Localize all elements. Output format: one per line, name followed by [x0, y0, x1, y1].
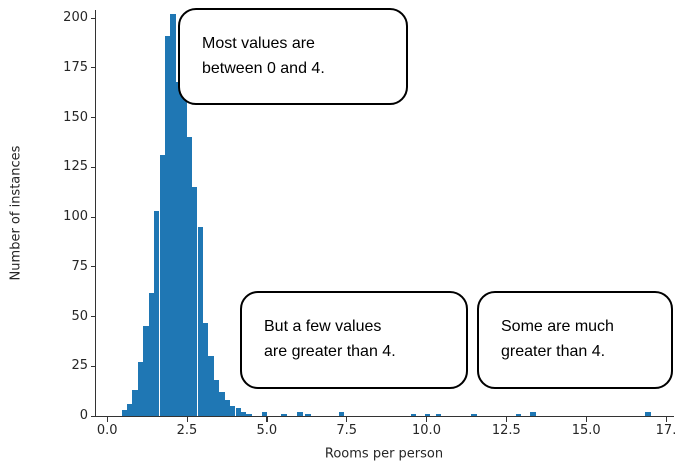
x-tick-mark	[665, 417, 667, 422]
histogram-bar	[436, 414, 442, 416]
x-tick-label: 15.0	[571, 423, 601, 438]
histogram-bar	[645, 412, 651, 416]
y-tick-label: 75	[71, 258, 88, 274]
callout-much-greater: Some are much greater than 4.	[477, 291, 673, 389]
histogram-bar	[213, 380, 220, 416]
histogram-bar	[197, 226, 203, 416]
y-tick-label: 50	[71, 308, 88, 324]
x-axis-label: Rooms per person	[324, 446, 444, 462]
x-tick-mark	[346, 417, 348, 422]
x-tick-label: 17.	[655, 423, 677, 438]
y-tick-mark	[91, 216, 95, 218]
histogram-bar	[165, 35, 171, 416]
histogram-bar	[127, 404, 133, 416]
histogram-bar	[241, 412, 247, 416]
histogram-bar	[305, 414, 311, 416]
callout-most-values: Most values are between 0 and 4.	[178, 8, 408, 105]
callout-few-values-greater: But a few values are greater than 4.	[240, 291, 468, 389]
y-tick-mark	[91, 17, 95, 19]
histogram-bar	[148, 292, 155, 416]
histogram-bar	[137, 362, 144, 416]
histogram-bar	[246, 414, 252, 416]
y-tick-mark	[91, 316, 95, 318]
y-tick-mark	[91, 365, 95, 367]
histogram-bar	[235, 408, 241, 416]
x-tick-label: 12.5	[491, 423, 521, 438]
y-tick-label: 175	[63, 59, 88, 75]
x-tick-label: 0.0	[96, 423, 118, 438]
y-tick-label: 25	[71, 358, 88, 374]
x-tick-mark	[426, 417, 428, 422]
y-tick-label: 125	[63, 159, 88, 175]
histogram-bar	[181, 65, 187, 416]
histogram-bar	[262, 412, 268, 416]
y-axis-label: Number of instances	[8, 145, 24, 281]
histogram-bar	[281, 414, 287, 416]
x-tick-label: 5.0	[256, 423, 278, 438]
x-tick-mark	[186, 417, 188, 422]
histogram-bar	[424, 414, 431, 416]
x-tick-label: 7.5	[336, 423, 358, 438]
x-tick-label: 10.0	[412, 423, 441, 438]
histogram-bar	[224, 400, 231, 416]
histogram-bar	[143, 326, 149, 416]
x-tick-mark	[266, 417, 268, 422]
histogram-bar	[297, 412, 303, 416]
y-tick-label: 200	[63, 10, 88, 25]
y-tick-mark	[91, 67, 95, 69]
histogram-bar	[154, 211, 160, 416]
histogram-bar	[530, 412, 536, 416]
histogram-bar	[230, 406, 236, 416]
plot-area: 0 25 50 75 100 125 150 175 200 0.0 2.5 5.0 7.5 10.0 12…	[63, 10, 676, 438]
y-tick-mark	[91, 166, 95, 168]
histogram-bar	[132, 390, 138, 416]
x-tick-mark	[106, 417, 108, 422]
histogram-bar	[192, 187, 198, 416]
histogram-bar	[121, 410, 127, 416]
histogram-bar	[170, 14, 176, 416]
x-tick-mark	[585, 417, 587, 422]
x-tick-mark	[505, 417, 508, 422]
histogram-bar	[208, 356, 214, 416]
histogram-bar	[203, 322, 209, 416]
y-tick-label: 100	[63, 209, 88, 224]
histogram-bar	[410, 414, 416, 416]
y-tick-mark	[91, 117, 95, 119]
y-tick-label: 0	[79, 408, 88, 423]
y-tick-mark	[91, 266, 95, 268]
y-tick-mark	[91, 415, 95, 417]
histogram-bar	[471, 414, 477, 416]
histogram-bar	[175, 81, 182, 416]
histogram-bar	[338, 412, 345, 416]
x-tick-label: 2.5	[176, 423, 198, 438]
histogram-bar	[515, 414, 522, 416]
histogram-bar	[186, 137, 193, 416]
histogram-bar	[219, 392, 225, 416]
histogram-bar	[159, 155, 165, 416]
y-tick-label: 150	[63, 109, 88, 125]
